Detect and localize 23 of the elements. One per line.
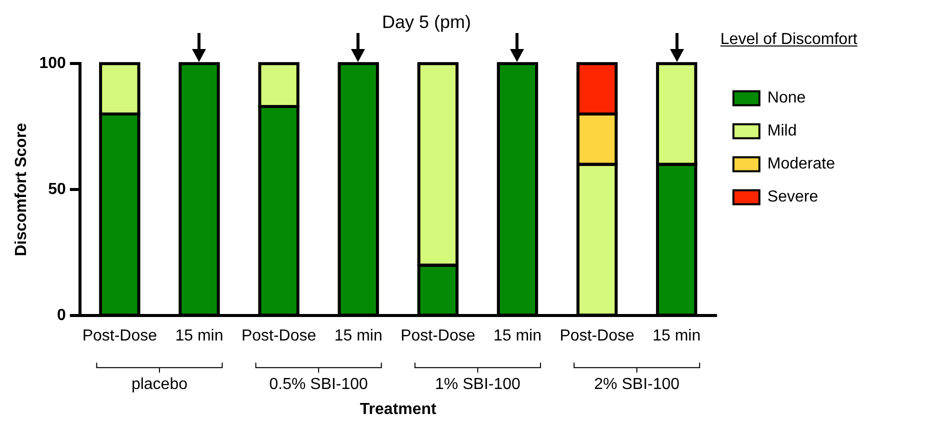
- x-axis-title: Treatment: [360, 400, 438, 418]
- y-tick-label: 50: [48, 181, 66, 198]
- legend-label: Mild: [767, 122, 797, 140]
- x-tick-label: Post-Dose: [560, 328, 635, 345]
- legend-title: Level of Discomfort: [720, 31, 858, 48]
- x-tick-label: Post-Dose: [82, 328, 158, 345]
- x-tick-label: Post-Dose: [241, 328, 316, 345]
- y-tick-label: 100: [39, 55, 66, 72]
- x-tick-label: 15 min: [334, 328, 382, 345]
- chart-title: Day 5 (pm): [382, 12, 472, 32]
- text: placebo: [131, 376, 188, 394]
- text: 2% SBI-100: [594, 376, 680, 394]
- text: 1% SBI-100: [435, 376, 521, 394]
- y-tick-label: 0: [56, 307, 66, 324]
- x-tick-label: 15 min: [493, 328, 542, 345]
- x-tick-label: 15 min: [652, 328, 701, 345]
- legend-label: Severe: [767, 188, 818, 206]
- y-axis-title: Discomfort Score: [13, 122, 30, 256]
- legend-label: Moderate: [767, 156, 836, 173]
- x-tick-label: Post-Dose: [400, 328, 476, 345]
- x-tick-label: 15 min: [175, 328, 224, 345]
- legend-label: None: [767, 90, 806, 107]
- text: 0.5% SBI-100: [269, 376, 368, 394]
